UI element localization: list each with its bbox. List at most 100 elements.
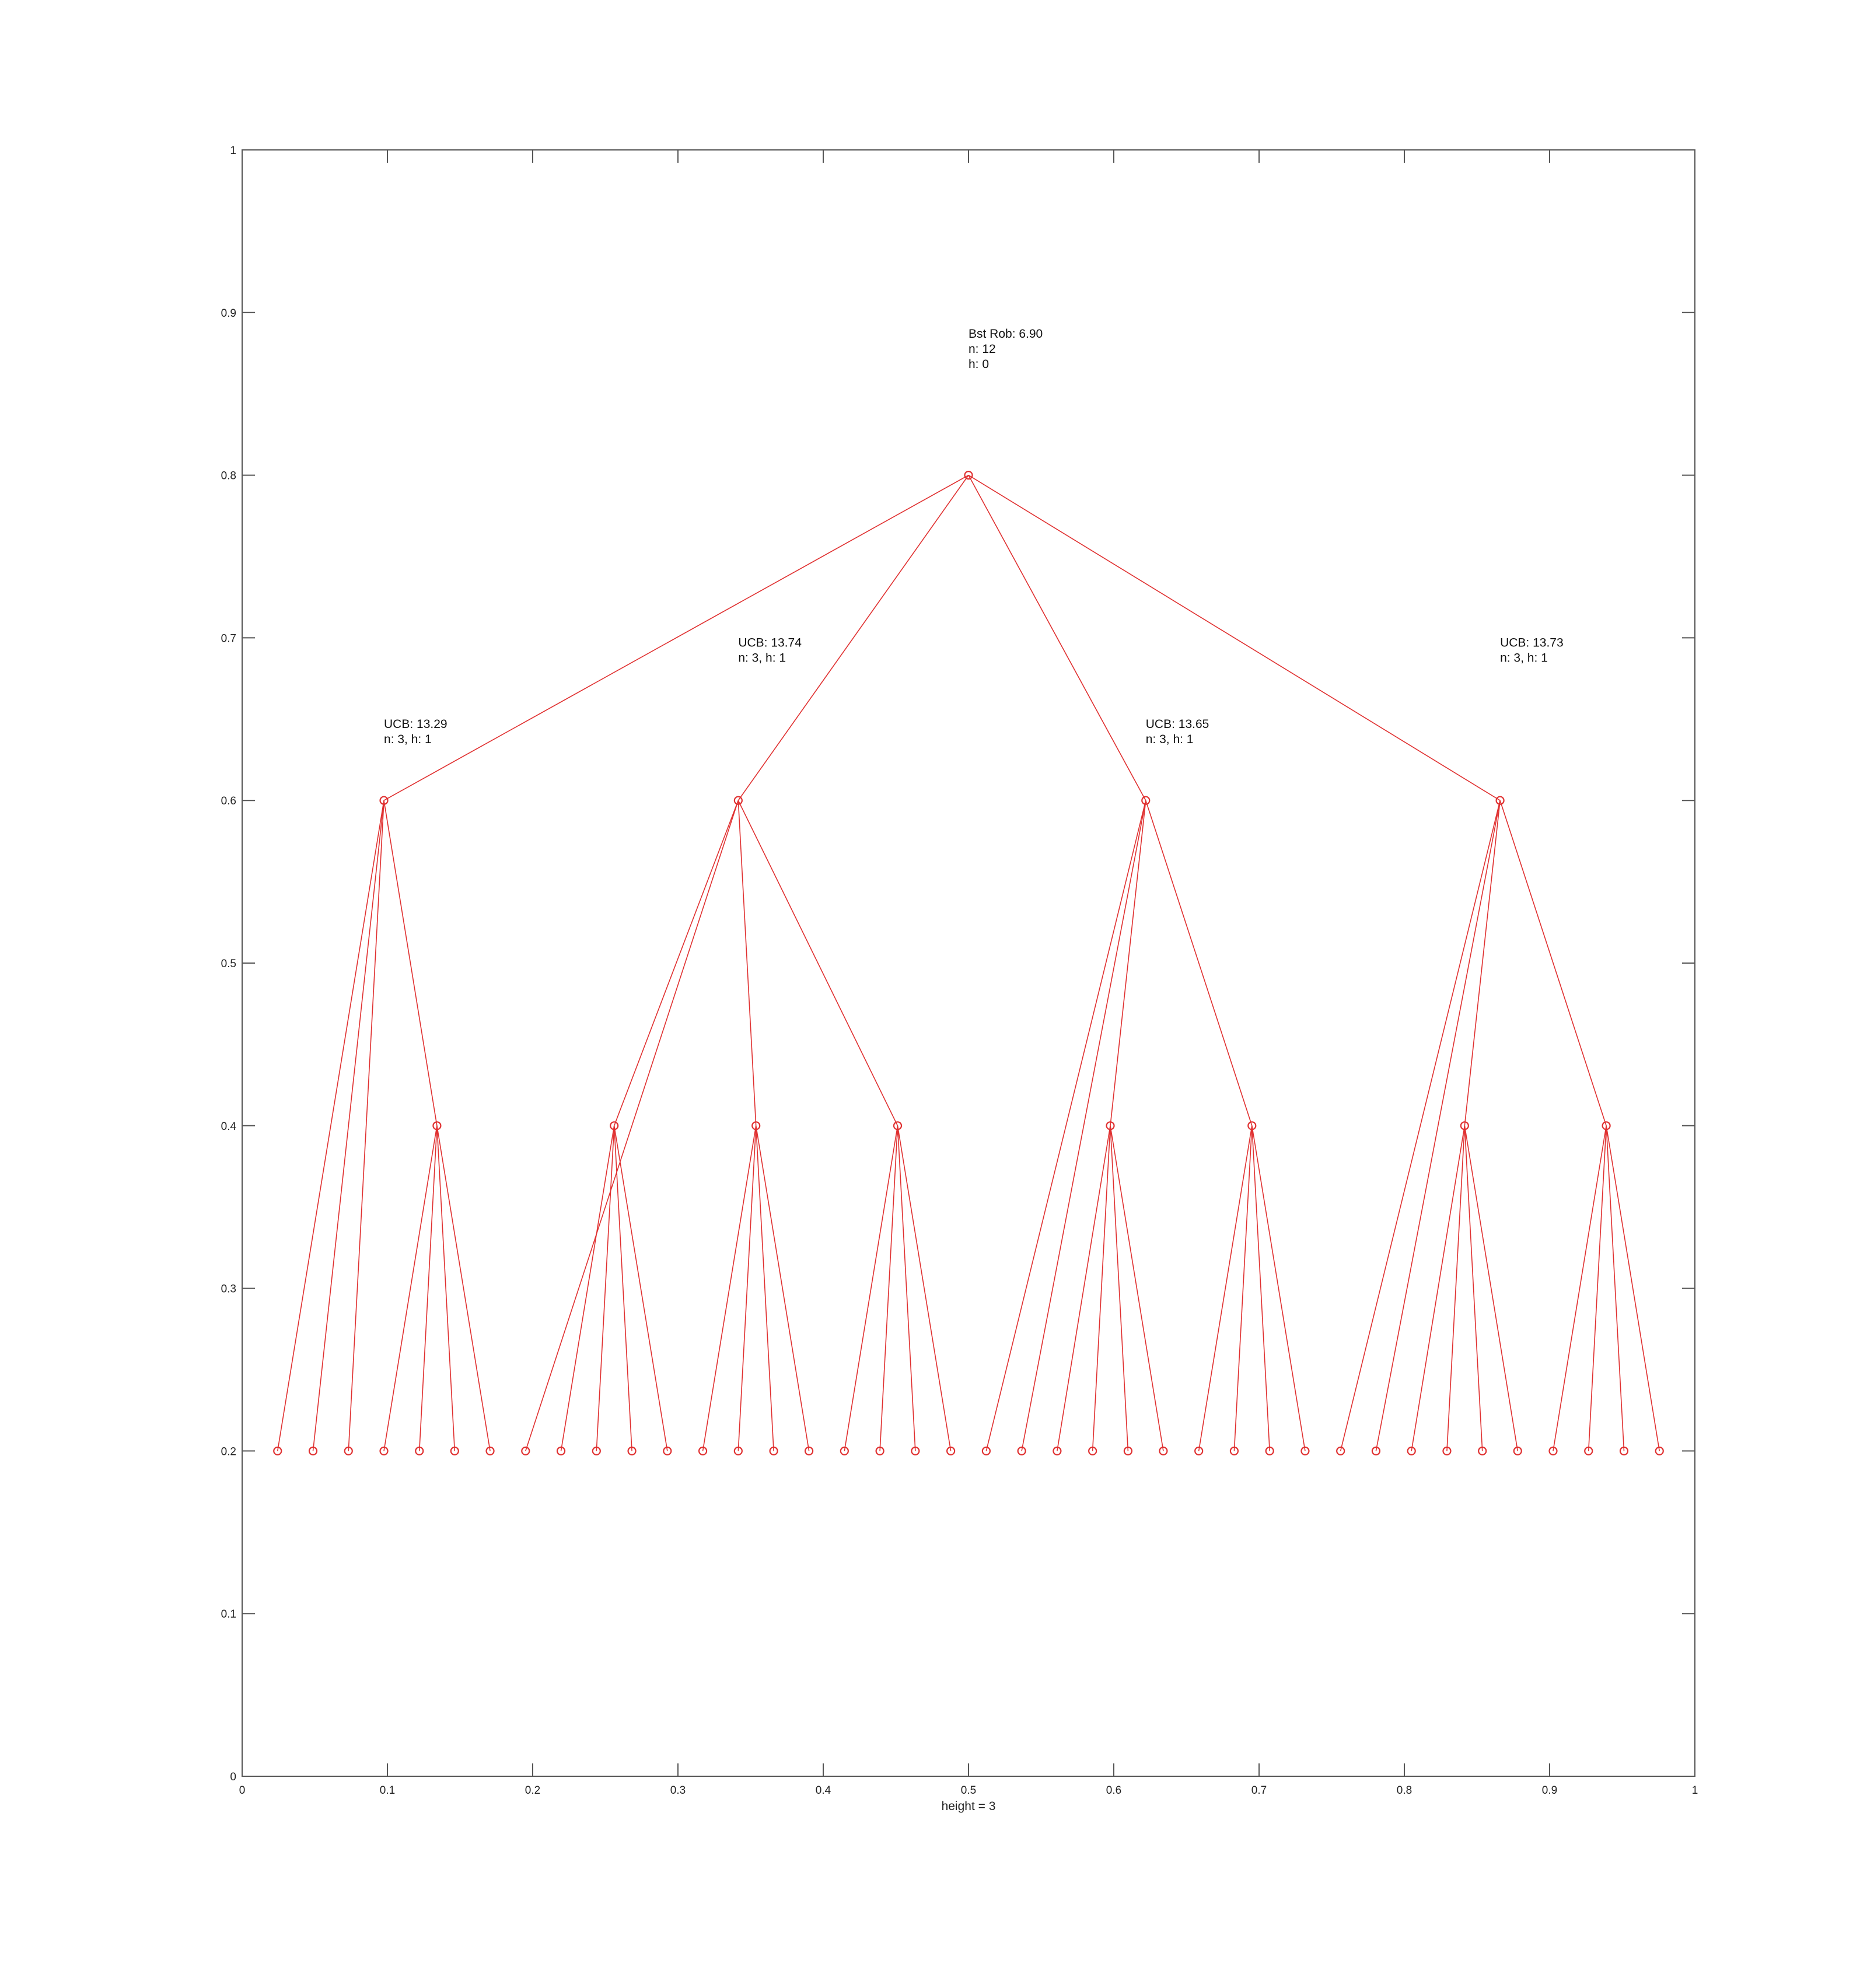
tree-edge [968,474,1501,801]
tree-edge [436,1125,491,1451]
node-annotation-line: UCB: 13.74 [738,636,802,650]
tree-node-marker [1159,1446,1168,1455]
tree-edge [1021,800,1146,1451]
tree-node-marker [1088,1446,1097,1455]
node-annotation-line: n: 12 [969,342,996,356]
tree-edge [737,800,898,1126]
y-tick-label: 0.6 [221,795,236,807]
tree-edge [1411,1125,1466,1451]
tree-node-marker [1407,1446,1416,1455]
tree-node-marker [733,796,743,805]
tree-edges [277,474,1660,1451]
x-tick-label: 0.7 [1251,1784,1267,1797]
node-annotation-line: UCB: 13.29 [384,718,447,731]
tree-node-marker [1229,1446,1239,1455]
axis-ticks: 0 0.1 0.2 0.3 0.4 0.5 0.6 0.7 0.8 0.9 1 0 0.1 0.2 0.3 0… [221,145,1698,1797]
tree-edge [1057,1125,1111,1451]
tree-edge [277,800,384,1451]
tree-edge [1588,1125,1607,1451]
x-axis-label: height = 3 [942,1800,996,1813]
y-tick-label: 0.1 [221,1608,236,1620]
tree-nodes [273,470,1664,1455]
plot-frame [242,149,1695,1777]
tree-edge [968,475,1146,801]
y-tick-label: 0.4 [221,1121,237,1133]
tree-node-marker [273,1446,282,1455]
node-annotation-line: Bst Rob: 6.90 [969,327,1043,341]
tree-node-marker [946,1446,956,1455]
tree-node-marker [1194,1446,1204,1455]
tree-edge [1553,1125,1607,1451]
tree-node-marker [663,1446,672,1455]
tree-node-marker [556,1446,566,1455]
tree-node-marker [1460,1121,1469,1130]
y-tick-label: 0.2 [221,1446,236,1458]
tree-edge [737,1125,757,1451]
tree-node-marker [1336,1446,1345,1455]
tree-edge [755,1125,810,1451]
tree-node-marker [964,470,973,480]
tree-node-marker [1106,1121,1115,1130]
tree-node-marker [1513,1446,1522,1455]
tree-node-marker [379,796,389,805]
tree-node-marker [698,1446,708,1455]
tree-edge [1340,800,1501,1451]
tree-node-marker [981,1446,991,1455]
tree-node-marker [521,1446,530,1455]
tree-edge [1606,1125,1660,1451]
tree-edge [755,1125,774,1451]
x-tick-label: 0.2 [525,1784,540,1797]
tree-node-marker [1584,1446,1593,1455]
tree-edge [1251,1125,1306,1451]
tree-edge [1110,1125,1129,1451]
tree-node-marker [1478,1446,1487,1455]
tree-edge [985,800,1146,1451]
x-tick-label: 0.8 [1397,1784,1412,1797]
tree-node-marker [911,1446,920,1455]
tree-node-marker [1265,1446,1274,1455]
tree-edge [312,800,384,1451]
tree-node-marker [1442,1446,1452,1455]
node-annotation-line: n: 3, h: 1 [384,733,432,746]
tree-edge [613,1125,632,1451]
y-tick-label: 1 [230,145,236,157]
tree-edge [1092,1125,1111,1451]
x-tick-label: 0.9 [1542,1784,1557,1797]
tree-node-marker [1548,1446,1558,1455]
tree-node-marker [1123,1446,1133,1455]
node-annotation-line: UCB: 13.73 [1500,636,1564,650]
tree-node-marker [1371,1446,1381,1455]
tree-edge [1375,800,1501,1451]
tree-edge [596,1125,615,1451]
x-tick-label: 0 [239,1784,246,1797]
tree-edge [1464,1125,1519,1451]
tree-edge [436,1125,456,1451]
node-annotations: Bst Rob: 6.90n: 12 h: 0 UCB: 13.29 n: 3, h:… [384,327,1564,746]
y-tick-label: 0.8 [221,470,236,482]
tree-node-marker [1300,1446,1310,1455]
y-tick-label: 0.7 [221,632,236,645]
tree-edge [1464,800,1501,1126]
x-tick-label: 1 [1692,1784,1698,1797]
tree-node-marker [450,1446,459,1455]
tree-edge [737,800,757,1126]
tree-node-marker [1602,1121,1611,1130]
tree-edge [613,1125,668,1451]
tree-edge [613,800,739,1126]
tree-node-marker [1017,1446,1026,1455]
tree-edge [525,800,739,1451]
tree-node-marker [733,1446,743,1455]
tree-edge [897,1125,916,1451]
tree-node-marker [1495,796,1505,805]
tree-edge [1251,1125,1270,1451]
tree-node-marker [379,1446,389,1455]
tree-edge [1446,1125,1466,1451]
tree-node-marker [627,1446,637,1455]
node-annotation-line: h: 0 [969,358,989,371]
x-tick-label: 0.6 [1106,1784,1121,1797]
tree-edge [702,1125,757,1451]
x-tick-label: 0.4 [816,1784,831,1797]
y-tick-label: 0.3 [221,1283,236,1296]
tree-node-marker [415,1446,424,1455]
